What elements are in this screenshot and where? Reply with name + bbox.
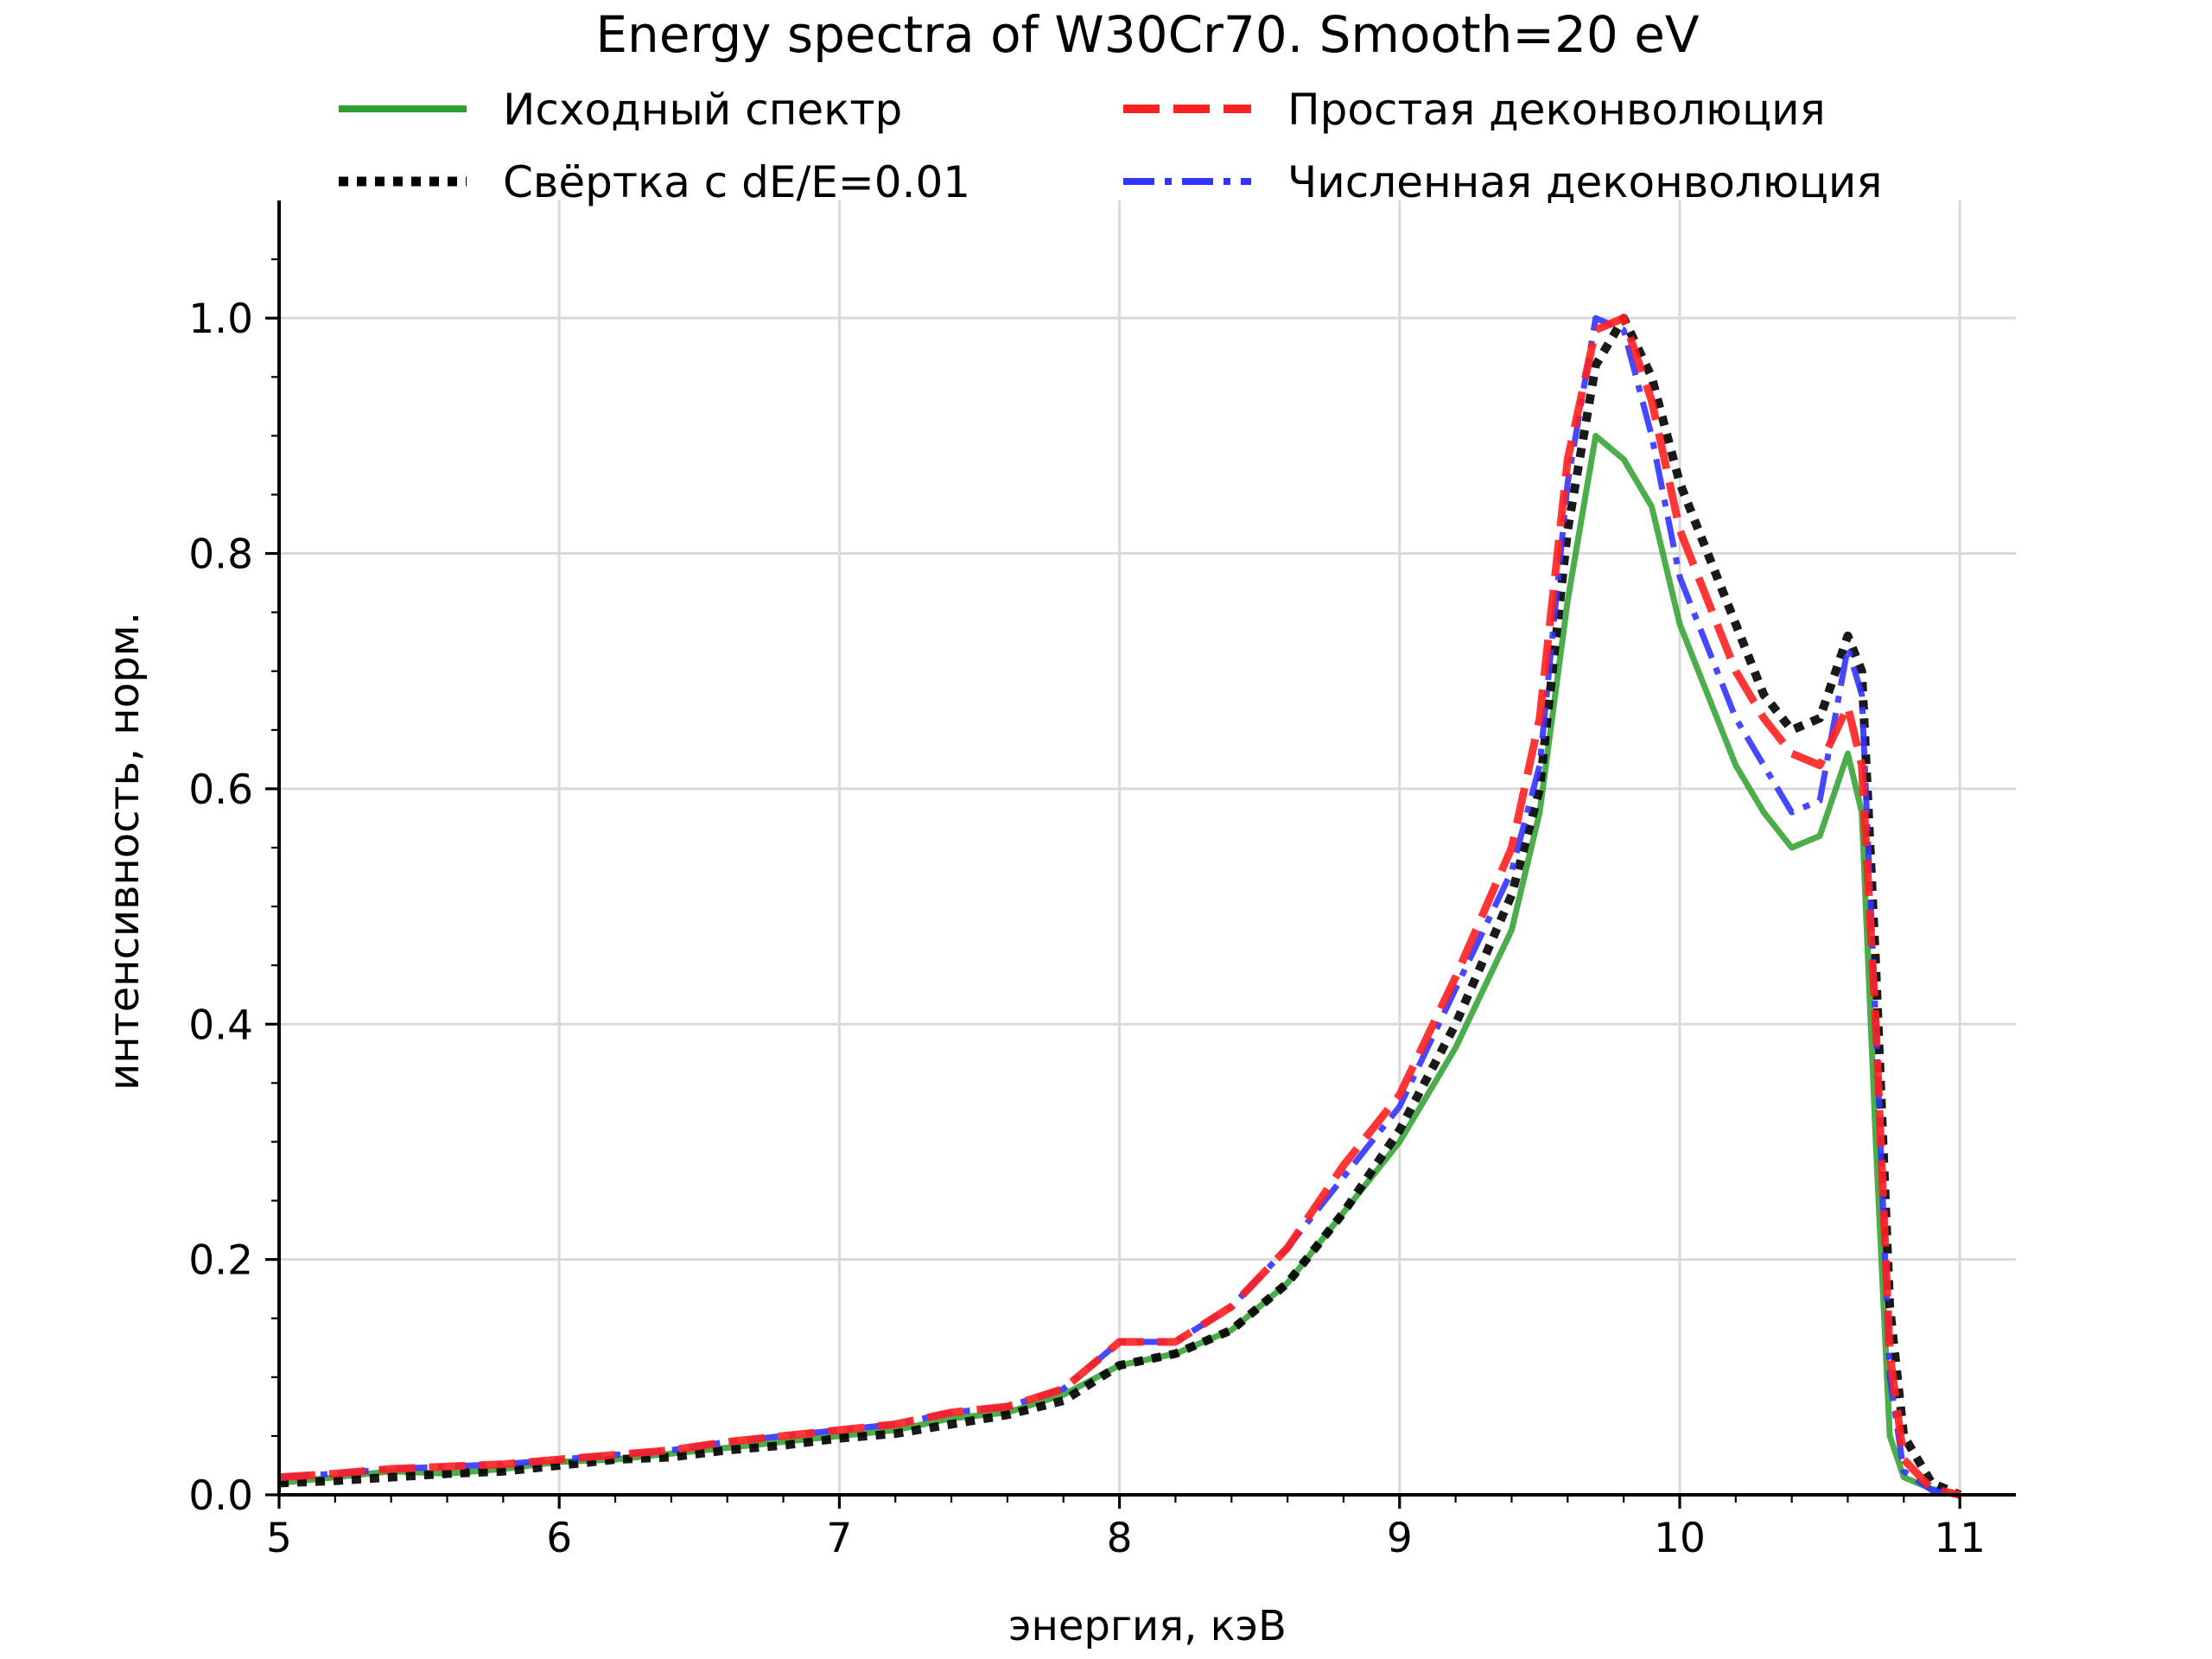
legend-label-simple-deconvolution: Простая деконволюция	[1287, 85, 1826, 135]
tick-layer: 5 6 7 8 9 10 11 0.0 0.2 0.4 0.6 0.8 1.0	[188, 257, 1986, 1562]
legend-entry-simple-deconvolution: Простая деконволюция	[1123, 85, 1826, 135]
y-tick-label-3: 0.6	[188, 766, 253, 814]
series-layer	[278, 314, 1962, 1499]
legend: Исходный спектр Простая деконволюция Свё…	[339, 85, 1883, 207]
y-tick-label-4: 0.8	[188, 531, 253, 579]
y-tick-label-2: 0.4	[188, 1001, 253, 1049]
legend-entry-original: Исходный спектр	[339, 85, 902, 135]
legend-entry-numerical-deconvolution: Численная деконволюция	[1123, 157, 1883, 207]
grid	[277, 200, 2016, 1497]
legend-label-original: Исходный спектр	[503, 85, 902, 135]
y-tick-label-5: 1.0	[188, 296, 253, 343]
x-tick-label-2: 7	[826, 1515, 852, 1562]
chart-title: Energy spectra of W30Cr70. Smooth=20 eV	[595, 5, 1699, 64]
legend-label-numerical-deconvolution: Численная деконволюция	[1287, 157, 1883, 207]
legend-entry-convolution: Свёртка с dE/E=0.01	[339, 157, 970, 207]
y-tick-label-1: 0.2	[188, 1237, 253, 1285]
series-line-2	[278, 314, 1962, 1499]
x-tick-label-4: 9	[1387, 1515, 1413, 1562]
x-tick-label-3: 8	[1107, 1515, 1133, 1562]
x-tick-label-0: 5	[266, 1515, 292, 1562]
x-axis-label: энергия, кэВ	[1008, 1602, 1287, 1650]
y-tick-label-0: 0.0	[188, 1472, 253, 1520]
legend-label-convolution: Свёртка с dE/E=0.01	[503, 157, 970, 207]
y-axis-label: интенсивность, норм.	[100, 612, 149, 1090]
series-line-1	[278, 314, 1961, 1499]
x-tick-label-5: 10	[1654, 1515, 1706, 1562]
x-tick-label-6: 11	[1934, 1515, 1986, 1562]
x-tick-label-1: 6	[546, 1515, 572, 1562]
